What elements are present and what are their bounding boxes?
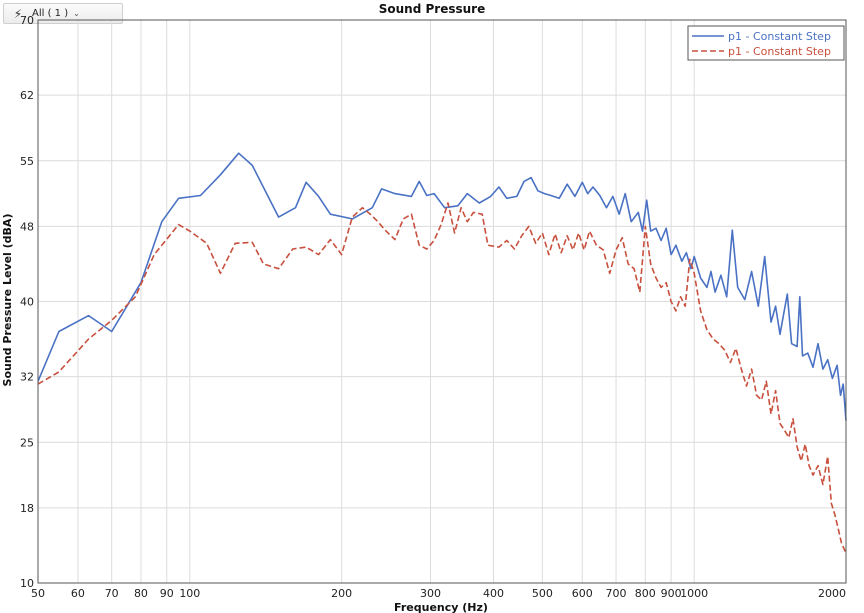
x-tick-label: 600 xyxy=(572,587,593,600)
legend-label-2: p1 - Constant Step xyxy=(728,45,831,58)
y-axis-label: Sound Pressure Level (dBA) xyxy=(1,214,14,387)
filter-dropdown-button[interactable]: ⚡ All ( 1 ) ⌄ xyxy=(3,3,123,24)
x-tick-label: 90 xyxy=(160,587,174,600)
y-tick-label: 62 xyxy=(20,89,34,102)
x-tick-label: 200 xyxy=(331,587,352,600)
x-axis-label: Frequency (Hz) xyxy=(394,601,488,613)
y-tick-label: 25 xyxy=(20,436,34,449)
lightning-icon: ⚡ xyxy=(13,6,23,21)
x-tick-label: 50 xyxy=(31,587,45,600)
x-tick-label: 1000 xyxy=(680,587,708,600)
tick-labels: 10 18 25 32 40 48 55 62 70 50 60 70 80 90 100 200 300 400… xyxy=(20,14,846,600)
legend: p1 - Constant Step p1 - Constant Step xyxy=(687,25,845,61)
y-tick-label: 40 xyxy=(20,296,34,309)
series-line-2 xyxy=(37,202,847,554)
legend-label-1: p1 - Constant Step xyxy=(728,30,831,43)
series-layer xyxy=(37,152,847,554)
x-tick-label: 700 xyxy=(606,587,627,600)
x-tick-label: 800 xyxy=(635,587,656,600)
x-tick-label: 900 xyxy=(661,587,682,600)
x-tick-label: 400 xyxy=(483,587,504,600)
y-tick-label: 48 xyxy=(20,220,34,233)
y-tick-label: 18 xyxy=(20,502,34,515)
y-tick-label: 10 xyxy=(20,577,34,590)
y-tick-label: 32 xyxy=(20,371,34,384)
grid xyxy=(37,19,847,584)
filter-label: All ( 1 ) xyxy=(32,8,69,19)
x-tick-label: 70 xyxy=(105,587,119,600)
x-tick-label: 300 xyxy=(420,587,441,600)
chevron-down-icon: ⌄ xyxy=(73,9,80,18)
x-tick-label: 80 xyxy=(134,587,148,600)
series-line-1 xyxy=(37,152,847,421)
y-tick-label: 55 xyxy=(20,155,34,168)
plot-frame xyxy=(37,19,847,584)
x-tick-label: 60 xyxy=(71,587,85,600)
y-tick-label: 70 xyxy=(20,14,34,27)
plot-border xyxy=(37,19,847,584)
x-tick-label: 100 xyxy=(179,587,200,600)
x-tick-label: 2000 xyxy=(818,587,846,600)
chart-title: Sound Pressure xyxy=(378,2,486,16)
legend-box xyxy=(687,25,845,61)
x-tick-label: 500 xyxy=(532,587,553,600)
